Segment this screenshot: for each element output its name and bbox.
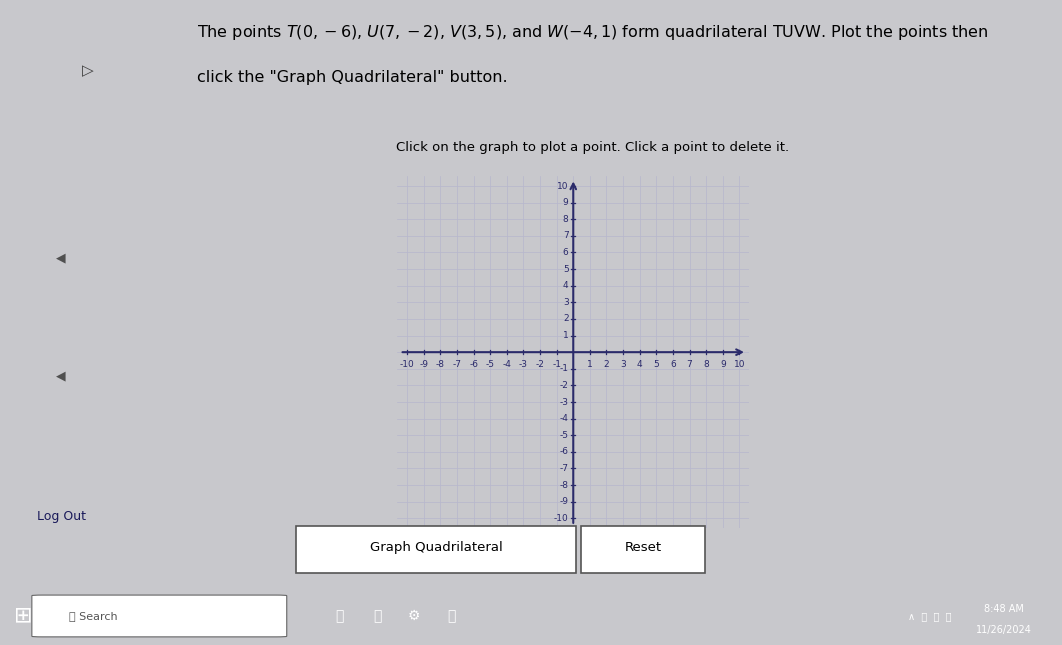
Text: -8: -8 <box>435 360 445 369</box>
Text: -10: -10 <box>399 360 414 369</box>
Text: -8: -8 <box>560 481 568 490</box>
Text: -2: -2 <box>560 381 568 390</box>
Text: -5: -5 <box>560 431 568 440</box>
Text: -9: -9 <box>560 497 568 506</box>
Text: click the "Graph Quadrilateral" button.: click the "Graph Quadrilateral" button. <box>198 70 508 85</box>
Text: 11/26/2024: 11/26/2024 <box>976 626 1031 635</box>
Text: 8: 8 <box>703 360 709 369</box>
Text: ▷: ▷ <box>82 63 93 78</box>
Text: 4: 4 <box>637 360 643 369</box>
Text: 6: 6 <box>670 360 675 369</box>
Text: 9: 9 <box>563 198 568 207</box>
Text: Click on the graph to plot a point. Click a point to delete it.: Click on the graph to plot a point. Clic… <box>395 141 789 154</box>
Text: -4: -4 <box>560 414 568 423</box>
Text: ◀: ◀ <box>56 369 66 382</box>
Text: -1: -1 <box>552 360 561 369</box>
FancyBboxPatch shape <box>581 526 705 573</box>
Text: The points $T(0, -6)$, $U(7, -2)$, $V(3, 5)$, and $W(-4, 1)$ form quadrilateral : The points $T(0, -6)$, $U(7, -2)$, $V(3,… <box>198 23 989 43</box>
Text: 📁: 📁 <box>373 609 381 623</box>
FancyBboxPatch shape <box>296 526 576 573</box>
Text: -7: -7 <box>452 360 462 369</box>
Text: -7: -7 <box>560 464 568 473</box>
Text: -3: -3 <box>519 360 528 369</box>
Text: 🌐: 🌐 <box>447 609 456 623</box>
Text: ⊞: ⊞ <box>14 606 33 626</box>
Text: 2: 2 <box>563 315 568 323</box>
Text: 3: 3 <box>620 360 626 369</box>
Text: -1: -1 <box>560 364 568 373</box>
FancyBboxPatch shape <box>32 595 287 637</box>
Text: -3: -3 <box>560 397 568 406</box>
Text: 6: 6 <box>563 248 568 257</box>
Text: ∧  📶  🔊  ⬛: ∧ 📶 🔊 ⬛ <box>908 611 950 621</box>
Text: 7: 7 <box>563 232 568 241</box>
Text: 1: 1 <box>587 360 593 369</box>
Text: 5: 5 <box>653 360 660 369</box>
Text: -9: -9 <box>419 360 428 369</box>
Text: 9: 9 <box>720 360 725 369</box>
Text: 1: 1 <box>563 331 568 340</box>
Text: 5: 5 <box>563 264 568 273</box>
Text: -2: -2 <box>535 360 545 369</box>
Text: 4: 4 <box>563 281 568 290</box>
Text: 🔍 Search: 🔍 Search <box>69 611 118 621</box>
Text: 🗔: 🗔 <box>336 609 344 623</box>
Text: 8:48 AM: 8:48 AM <box>983 604 1024 614</box>
Text: -4: -4 <box>502 360 511 369</box>
Text: ◀: ◀ <box>56 252 66 264</box>
Text: Reset: Reset <box>624 541 662 554</box>
Text: Log Out: Log Out <box>36 510 86 523</box>
Text: 8: 8 <box>563 215 568 224</box>
Text: -6: -6 <box>560 448 568 457</box>
Text: 7: 7 <box>687 360 692 369</box>
Text: 2: 2 <box>603 360 610 369</box>
Text: 10: 10 <box>558 181 568 190</box>
Text: 10: 10 <box>734 360 746 369</box>
Text: Graph Quadrilateral: Graph Quadrilateral <box>370 541 502 554</box>
Text: -6: -6 <box>469 360 478 369</box>
Text: -5: -5 <box>485 360 495 369</box>
Text: ⚙: ⚙ <box>408 609 421 623</box>
Text: 3: 3 <box>563 298 568 307</box>
Text: -10: -10 <box>554 514 568 523</box>
